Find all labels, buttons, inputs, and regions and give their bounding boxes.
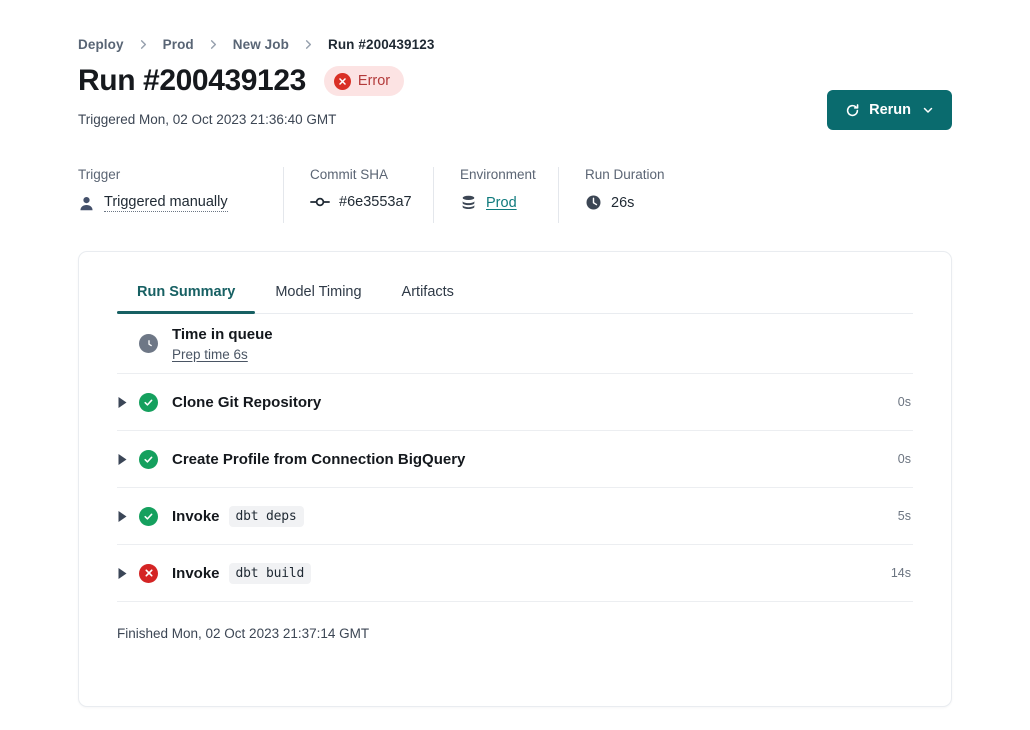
- meta-environment: Environment Prod: [433, 167, 558, 223]
- step-name: Clone Git Repository: [172, 394, 321, 411]
- caret-right-icon[interactable]: [117, 510, 139, 523]
- success-check-icon: [139, 392, 158, 412]
- rerun-button-label: Rerun: [869, 102, 911, 118]
- triggered-timestamp: Triggered Mon, 02 Oct 2023 21:36:40 GMT: [78, 112, 337, 127]
- queue-prep-time[interactable]: Prep time 6s: [172, 346, 248, 362]
- chevron-down-icon: [922, 104, 934, 116]
- step-row-invoke-dbt-build[interactable]: Invoke dbt build 14s: [117, 545, 913, 602]
- step-name: Create Profile from Connection BigQuery: [172, 451, 465, 468]
- meta-trigger-value: Triggered manually: [78, 194, 257, 212]
- title-row: Run #200439123 Error: [78, 60, 952, 102]
- step-row-invoke-dbt-deps[interactable]: Invoke dbt deps 5s: [117, 488, 913, 545]
- step-name: Invoke dbt deps: [172, 505, 304, 527]
- page-title: Run #200439123: [78, 64, 306, 97]
- step-command-chip: dbt deps: [228, 505, 304, 527]
- meta-environment-label: Environment: [460, 167, 536, 182]
- step-row-clone-git-repository[interactable]: Clone Git Repository 0s: [117, 374, 913, 431]
- tab-artifacts[interactable]: Artifacts: [382, 284, 474, 313]
- meta-commit-sha-text: #6e3553a7: [339, 194, 412, 210]
- git-commit-icon: [310, 194, 330, 210]
- meta-environment-link[interactable]: Prod: [486, 194, 517, 211]
- meta-run-duration: Run Duration 26s: [558, 167, 691, 223]
- rerun-button[interactable]: Rerun: [827, 90, 952, 130]
- step-name: Invoke dbt build: [172, 562, 312, 584]
- breadcrumb-item-deploy[interactable]: Deploy: [78, 36, 124, 52]
- meta-commit-sha-value: #6e3553a7: [310, 194, 412, 210]
- status-badge: Error: [323, 66, 405, 96]
- breadcrumb-item-new-job[interactable]: New Job: [232, 36, 289, 52]
- step-row-time-in-queue: Time in queue Prep time 6s: [117, 314, 913, 374]
- step-name-text: Clone Git Repository: [172, 393, 322, 411]
- caret-right-icon[interactable]: [117, 567, 139, 580]
- meta-trigger-label: Trigger: [78, 167, 121, 182]
- meta-run-duration-value: 26s: [585, 194, 665, 211]
- step-command-chip: dbt build: [228, 562, 312, 584]
- clock-icon: [585, 194, 602, 211]
- step-row-create-profile[interactable]: Create Profile from Connection BigQuery …: [117, 431, 913, 488]
- caret-right-icon[interactable]: [117, 396, 139, 409]
- chevron-right-icon: [303, 39, 314, 50]
- queue-text: Time in queue Prep time 6s: [172, 326, 273, 362]
- step-duration: 0s: [897, 395, 911, 409]
- status-badge-label: Error: [357, 73, 391, 89]
- caret-right-icon[interactable]: [117, 453, 139, 466]
- meta-commit-sha: Commit SHA #6e3553a7: [283, 167, 433, 223]
- chevron-right-icon: [208, 39, 219, 50]
- tab-run-summary[interactable]: Run Summary: [117, 284, 256, 314]
- queue-title: Time in queue: [172, 325, 273, 343]
- run-summary-card: Run Summary Model Timing Artifacts Time …: [78, 251, 952, 707]
- tab-bar: Run Summary Model Timing Artifacts: [117, 252, 913, 314]
- step-duration: 5s: [897, 509, 911, 523]
- meta-run-duration-text: 26s: [611, 194, 635, 211]
- step-name-text: Invoke: [172, 507, 220, 525]
- success-check-icon: [139, 449, 158, 469]
- chevron-right-icon: [138, 39, 149, 50]
- error-circle-icon: [333, 72, 351, 90]
- clock-icon: [139, 334, 158, 353]
- refresh-icon: [845, 103, 860, 118]
- meta-environment-value: Prod: [460, 194, 532, 211]
- meta-trigger: Trigger Triggered manually: [78, 167, 283, 223]
- tab-model-timing[interactable]: Model Timing: [255, 284, 381, 313]
- error-circle-icon: [139, 563, 158, 583]
- step-duration: 14s: [890, 566, 911, 580]
- database-icon: [460, 194, 477, 211]
- step-name-text: Invoke: [172, 564, 220, 582]
- meta-trigger-text[interactable]: Triggered manually: [104, 194, 228, 212]
- meta-commit-sha-label: Commit SHA: [310, 167, 389, 182]
- step-duration: 0s: [897, 452, 911, 466]
- finished-timestamp: Finished Mon, 02 Oct 2023 21:37:14 GMT: [117, 626, 370, 641]
- step-list: Time in queue Prep time 6s Clone Git Rep…: [117, 314, 913, 602]
- breadcrumb-item-prod[interactable]: Prod: [162, 36, 194, 52]
- breadcrumb: Deploy Prod New Job Run #200439123: [78, 0, 952, 52]
- run-metadata-row: Trigger Triggered manually Commit SHA: [78, 167, 952, 223]
- step-name-text: Create Profile from Connection BigQuery: [172, 450, 466, 468]
- breadcrumb-item-current-run: Run #200439123: [327, 36, 435, 52]
- user-icon: [78, 195, 95, 212]
- meta-run-duration-label: Run Duration: [585, 167, 665, 182]
- success-check-icon: [139, 506, 158, 526]
